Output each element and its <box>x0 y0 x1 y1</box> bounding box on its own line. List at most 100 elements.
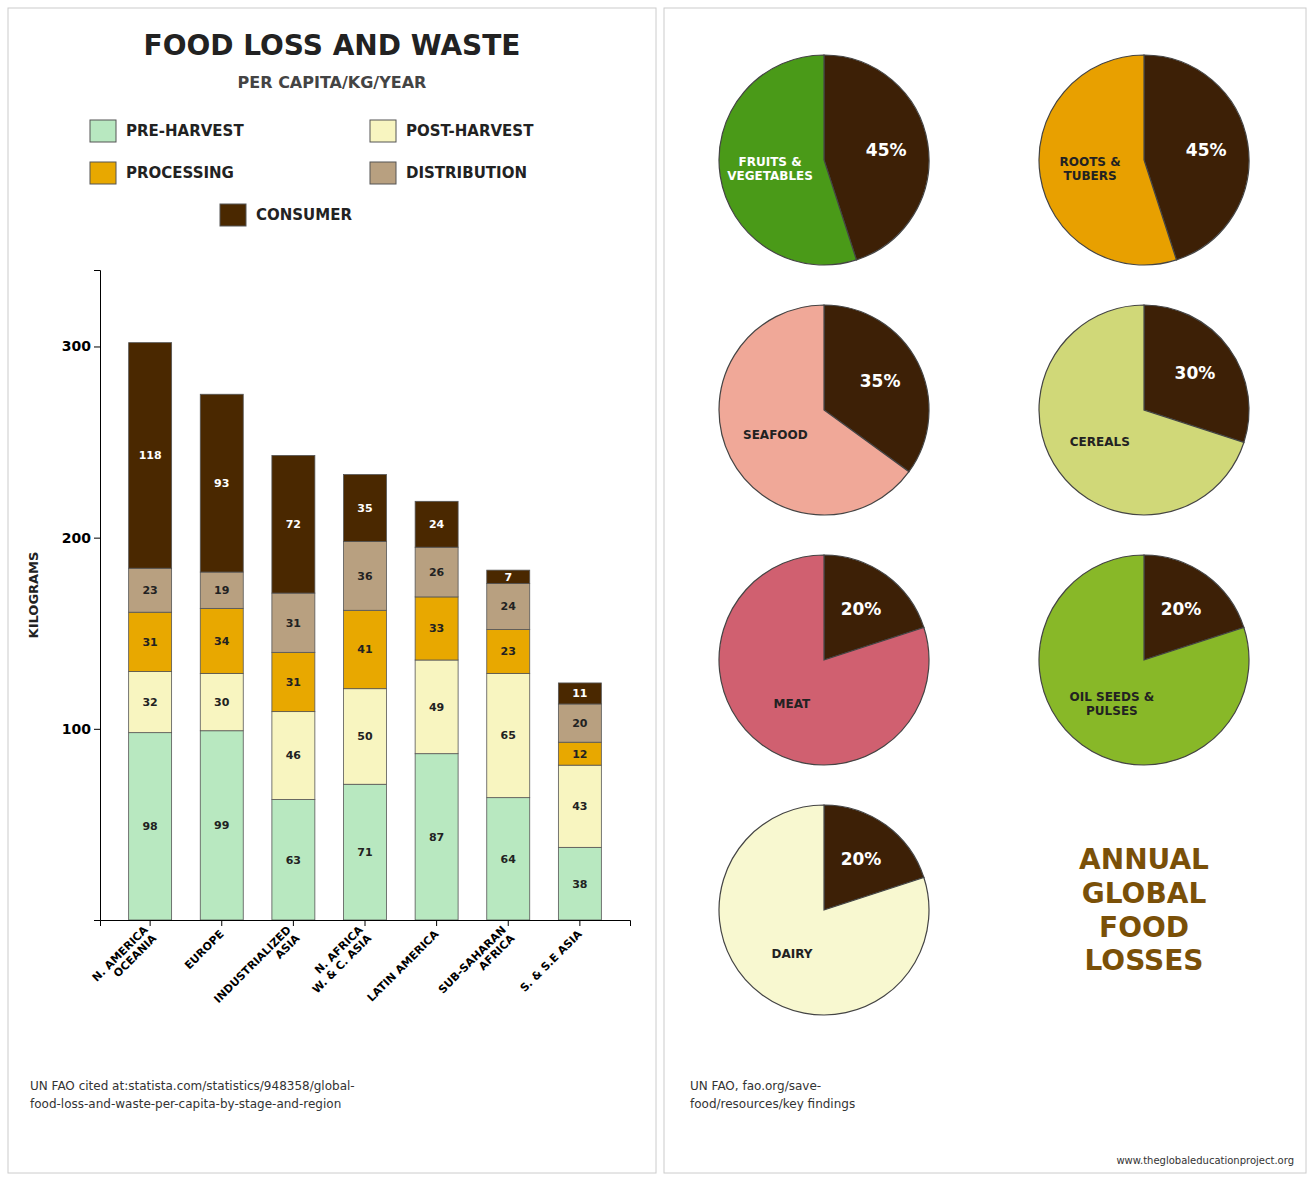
data-label: 63 <box>286 854 301 867</box>
y-tick: 200 <box>62 530 100 546</box>
legend-label: CONSUMER <box>256 206 352 224</box>
data-label: 64 <box>501 853 517 866</box>
pie: 20%OIL SEEDS &PULSES <box>1039 555 1249 765</box>
pie-category-label: MEAT <box>774 697 811 711</box>
pie-category-label: FRUITS &VEGETABLES <box>727 155 813 183</box>
chart-subtitle: PER CAPITA/KG/YEAR <box>238 73 427 92</box>
bar-segment <box>415 660 458 754</box>
data-label: 7 <box>504 571 512 584</box>
pie-value-label: 30% <box>1175 363 1216 383</box>
legend-label: POST-HARVEST <box>406 122 534 140</box>
bar-segment <box>129 568 172 612</box>
pie-slice <box>719 555 929 765</box>
pie: 45%FRUITS &VEGETABLES <box>719 55 929 265</box>
data-label: 50 <box>357 730 373 743</box>
bar-segment <box>200 608 243 673</box>
data-label: 41 <box>357 643 372 656</box>
pie-category-label-line: SEAFOOD <box>743 428 808 442</box>
tick-label-line: EUROPE <box>182 928 226 972</box>
tick-mark <box>150 920 151 926</box>
bar-segment <box>487 629 530 673</box>
annotation-line: GLOBAL <box>1082 877 1207 910</box>
pie-slice <box>719 805 929 1015</box>
data-label: 87 <box>429 831 444 844</box>
x-tick: SUB-SAHARANAFRICA <box>436 920 518 1005</box>
annotation-line: ANNUAL <box>1079 843 1209 876</box>
tick-label-line: S. & S.E ASIA <box>518 927 585 994</box>
bar-segment <box>129 343 172 569</box>
data-label: 23 <box>142 584 157 597</box>
bar-segment <box>344 784 387 920</box>
bar-segment <box>558 683 601 704</box>
bar-segment <box>129 733 172 920</box>
tick-mark <box>365 920 366 926</box>
tick-label: N. AMERICAOCEANIA <box>90 923 160 993</box>
data-label: 99 <box>214 819 229 832</box>
bar-segment <box>272 455 315 593</box>
axis-domain <box>94 271 101 921</box>
annotation: www.theglobaleducationproject.org <box>1116 1155 1294 1166</box>
pie-value-label: 20% <box>841 599 882 619</box>
y-axis-title: KILOGRAMS <box>26 552 41 639</box>
pie-value-label: 20% <box>1161 599 1202 619</box>
data-label: 32 <box>142 696 157 709</box>
pie-category-label-line: FRUITS & <box>739 155 802 169</box>
data-label: 12 <box>572 748 587 761</box>
x-tick: INDUSTRIALIZEDASIA <box>211 920 302 1014</box>
legend-label: PROCESSING <box>126 164 234 182</box>
pie-category-label-line: CEREALS <box>1070 435 1130 449</box>
tick-mark <box>579 920 580 926</box>
tick-label: N. AFRICAW. & C. ASIA <box>301 923 374 996</box>
data-label: 31 <box>286 676 301 689</box>
tick-label: LATIN AMERICA <box>365 927 442 1004</box>
panel-frame <box>8 8 656 1173</box>
legend-swatch <box>370 162 396 184</box>
x-tick: N. AMERICAOCEANIA <box>90 920 160 993</box>
data-label: 23 <box>501 645 516 658</box>
pie-slice <box>1039 55 1176 265</box>
bar-segment <box>344 475 387 542</box>
data-label: 34 <box>214 635 230 648</box>
tick-label-line: OCEANIA <box>111 932 160 981</box>
data-label: 33 <box>429 622 444 635</box>
annotation-line: www.theglobaleducationproject.org <box>1116 1155 1294 1166</box>
pie-category-label: DAIRY <box>771 947 812 961</box>
tick-label-line: ASIA <box>273 932 303 962</box>
y-tick: 100 <box>62 721 100 737</box>
annotation: ANNUALGLOBALFOODLOSSES <box>1079 843 1209 977</box>
pie: 45% ROOTS &TUBERS <box>1039 55 1249 265</box>
pie-category-label: ROOTS &TUBERS <box>1060 155 1121 183</box>
pie-value-label: 20% <box>841 849 882 869</box>
pie-slice <box>1039 555 1249 765</box>
bar-segment <box>272 652 315 711</box>
bar-segment <box>415 597 458 660</box>
pie-category-label-line: TUBERS <box>1063 169 1116 183</box>
tick-mark <box>508 920 509 926</box>
bar-segment <box>344 541 387 610</box>
bar-segment <box>487 798 530 920</box>
legend-swatch <box>90 120 116 142</box>
legend-swatch <box>370 120 396 142</box>
data-label: 24 <box>429 518 445 531</box>
pie-value-label: 45% <box>1186 140 1227 160</box>
data-label: 30 <box>214 696 230 709</box>
annotation-line: food/resources/key findings <box>690 1097 855 1111</box>
tick-label: 200 <box>62 530 91 546</box>
data-label: 31 <box>142 636 157 649</box>
pie-value-label: 35% <box>860 371 901 391</box>
data-label: 31 <box>286 617 301 630</box>
tick-mark <box>436 920 437 926</box>
pie: 20% MEAT <box>719 555 929 765</box>
pie-slice <box>1039 305 1244 515</box>
annotation-line: FOOD <box>1099 911 1189 944</box>
tick-label-line: INDUSTRIALIZED <box>211 923 293 1005</box>
annotation: UN FAO cited at:statista.com/statistics/… <box>30 1079 355 1111</box>
annotation-line: LOSSES <box>1084 944 1203 977</box>
data-label: 72 <box>286 518 301 531</box>
bar-segment <box>200 673 243 730</box>
data-label: 19 <box>214 584 229 597</box>
data-label: 35 <box>357 502 372 515</box>
annotations: UN FAO cited at:statista.com/statistics/… <box>30 843 1294 1165</box>
pie: 30% CEREALS <box>1039 305 1249 515</box>
tick-mark <box>94 346 100 347</box>
